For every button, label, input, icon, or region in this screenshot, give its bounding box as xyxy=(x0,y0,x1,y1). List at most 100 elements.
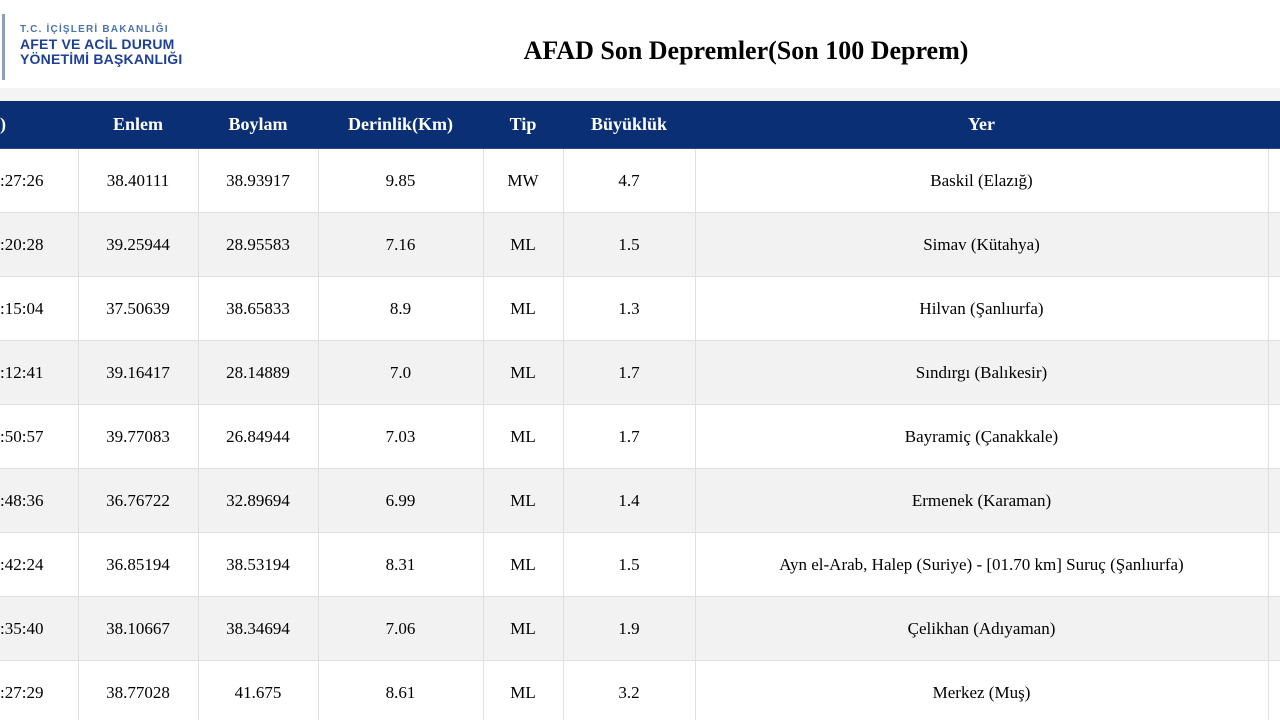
cell-latitude: 38.40111 xyxy=(77,148,199,213)
column-header-location: Yer xyxy=(695,101,1268,149)
logo-agency-line1: AFET VE ACİL DURUM xyxy=(20,36,175,52)
cell-time-fragment: :27:26 xyxy=(0,148,79,213)
cell-location: Merkez (Muş) xyxy=(694,660,1269,720)
cell-depth: 8.31 xyxy=(317,532,484,597)
cell-depth: 7.16 xyxy=(317,212,484,277)
cell-latitude: 36.85194 xyxy=(77,532,199,597)
cell-location: Baskil (Elazığ) xyxy=(694,148,1269,213)
table-row[interactable]: :27:26 38.40111 38.93917 9.85 MW 4.7 Baskil (E… xyxy=(0,148,1280,213)
cell-longitude: 38.65833 xyxy=(197,276,319,341)
cell-extra-clipped xyxy=(1267,660,1280,720)
cell-type: ML xyxy=(482,276,564,341)
cell-longitude: 38.93917 xyxy=(197,148,319,213)
cell-type: ML xyxy=(482,468,564,533)
logo-text: T.C. İÇİŞLERİ BAKANLIĞI AFET VE ACİL DUR… xyxy=(20,24,182,67)
logo-ministry-line: T.C. İÇİŞLERİ BAKANLIĞI xyxy=(20,24,169,35)
cell-depth: 8.9 xyxy=(317,276,484,341)
table-header-row: ) Enlem Boylam Derinlik(Km) Tip Büyüklük… xyxy=(0,101,1280,149)
cell-type: ML xyxy=(482,340,564,405)
cell-time-fragment: :12:41 xyxy=(0,340,79,405)
cell-extra-clipped xyxy=(1267,468,1280,533)
cell-location: Hilvan (Şanlıurfa) xyxy=(694,276,1269,341)
column-header-latitude: Enlem xyxy=(78,101,198,149)
cell-time-fragment: :20:28 xyxy=(0,212,79,277)
column-header-depth: Derinlik(Km) xyxy=(318,101,483,149)
cell-longitude: 38.53194 xyxy=(197,532,319,597)
cell-time-fragment: :48:36 xyxy=(0,468,79,533)
logo-divider-bar xyxy=(2,14,5,80)
column-header-type: Tip xyxy=(483,101,563,149)
cell-magnitude: 1.7 xyxy=(562,404,696,469)
column-header-magnitude: Büyüklük xyxy=(563,101,695,149)
cell-depth: 7.03 xyxy=(317,404,484,469)
earthquake-rows: :27:26 38.40111 38.93917 9.85 MW 4.7 Baskil (E… xyxy=(0,148,1280,720)
cell-latitude: 39.16417 xyxy=(77,340,199,405)
table-row[interactable]: :48:36 36.76722 32.89694 6.99 ML 1.4 Ermenek (… xyxy=(0,468,1280,533)
cell-type: ML xyxy=(482,660,564,720)
cell-depth: 7.06 xyxy=(317,596,484,661)
cell-depth: 6.99 xyxy=(317,468,484,533)
cell-magnitude: 1.7 xyxy=(562,340,696,405)
cell-extra-clipped xyxy=(1267,212,1280,277)
cell-magnitude: 1.4 xyxy=(562,468,696,533)
cell-longitude: 26.84944 xyxy=(197,404,319,469)
table-row[interactable]: :12:41 39.16417 28.14889 7.0 ML 1.7 Sındırgı (… xyxy=(0,340,1280,405)
table-row[interactable]: :50:57 39.77083 26.84944 7.03 ML 1.7 Bayramiç … xyxy=(0,404,1280,469)
cell-depth: 8.61 xyxy=(317,660,484,720)
cell-extra-clipped xyxy=(1267,596,1280,661)
cell-location: Çelikhan (Adıyaman) xyxy=(694,596,1269,661)
column-header-longitude: Boylam xyxy=(198,101,318,149)
cell-latitude: 37.50639 xyxy=(77,276,199,341)
cell-time-fragment: :50:57 xyxy=(0,404,79,469)
cell-magnitude: 1.5 xyxy=(562,212,696,277)
cell-type: ML xyxy=(482,532,564,597)
cell-magnitude: 3.2 xyxy=(562,660,696,720)
page-header: T.C. İÇİŞLERİ BAKANLIĞI AFET VE ACİL DUR… xyxy=(0,0,1280,88)
cell-extra-clipped xyxy=(1267,276,1280,341)
cell-magnitude: 4.7 xyxy=(562,148,696,213)
cell-depth: 7.0 xyxy=(317,340,484,405)
cell-latitude: 36.76722 xyxy=(77,468,199,533)
cell-magnitude: 1.9 xyxy=(562,596,696,661)
logo-agency-line2: YÖNETİMİ BAŞKANLIĞI xyxy=(20,51,183,67)
cell-extra-clipped xyxy=(1267,148,1280,213)
column-header-extra-clipped xyxy=(1268,101,1280,149)
cell-depth: 9.85 xyxy=(317,148,484,213)
cell-extra-clipped xyxy=(1267,340,1280,405)
table-row[interactable]: :35:40 38.10667 38.34694 7.06 ML 1.9 Çelikhan … xyxy=(0,596,1280,661)
cell-latitude: 39.25944 xyxy=(77,212,199,277)
table-row[interactable]: :27:29 38.77028 41.675 8.61 ML 3.2 Merkez (Muş… xyxy=(0,660,1280,720)
table-header: ) Enlem Boylam Derinlik(Km) Tip Büyüklük… xyxy=(0,101,1280,149)
cell-type: ML xyxy=(482,596,564,661)
cell-type: ML xyxy=(482,404,564,469)
cell-type: ML xyxy=(482,212,564,277)
cell-extra-clipped xyxy=(1267,404,1280,469)
cell-time-fragment: :42:24 xyxy=(0,532,79,597)
cell-longitude: 38.34694 xyxy=(197,596,319,661)
table-row[interactable]: :42:24 36.85194 38.53194 8.31 ML 1.5 Ayn el-Ar… xyxy=(0,532,1280,597)
cell-location: Bayramiç (Çanakkale) xyxy=(694,404,1269,469)
cell-longitude: 28.14889 xyxy=(197,340,319,405)
cell-magnitude: 1.3 xyxy=(562,276,696,341)
table-row[interactable]: :15:04 37.50639 38.65833 8.9 ML 1.3 Hilvan (Şa… xyxy=(0,276,1280,341)
cell-time-fragment: :15:04 xyxy=(0,276,79,341)
cell-longitude: 28.95583 xyxy=(197,212,319,277)
cell-latitude: 38.10667 xyxy=(77,596,199,661)
page-title: AFAD Son Depremler(Son 100 Deprem) xyxy=(523,36,969,65)
cell-location: Ermenek (Karaman) xyxy=(694,468,1269,533)
cell-magnitude: 1.5 xyxy=(562,532,696,597)
cell-longitude: 32.89694 xyxy=(197,468,319,533)
cell-time-fragment: :27:29 xyxy=(0,660,79,720)
header-table-gap xyxy=(0,88,1280,101)
table-row[interactable]: :20:28 39.25944 28.95583 7.16 ML 1.5 Simav (Kü… xyxy=(0,212,1280,277)
column-header-date-clipped: ) xyxy=(0,101,78,149)
cell-longitude: 41.675 xyxy=(197,660,319,720)
cell-extra-clipped xyxy=(1267,532,1280,597)
earthquake-table: ) Enlem Boylam Derinlik(Km) Tip Büyüklük… xyxy=(0,101,1280,720)
cell-location: Simav (Kütahya) xyxy=(694,212,1269,277)
cell-location: Sındırgı (Balıkesir) xyxy=(694,340,1269,405)
cell-latitude: 39.77083 xyxy=(77,404,199,469)
cell-latitude: 38.77028 xyxy=(77,660,199,720)
cell-location: Ayn el-Arab, Halep (Suriye) - [01.70 km]… xyxy=(694,532,1269,597)
cell-time-fragment: :35:40 xyxy=(0,596,79,661)
